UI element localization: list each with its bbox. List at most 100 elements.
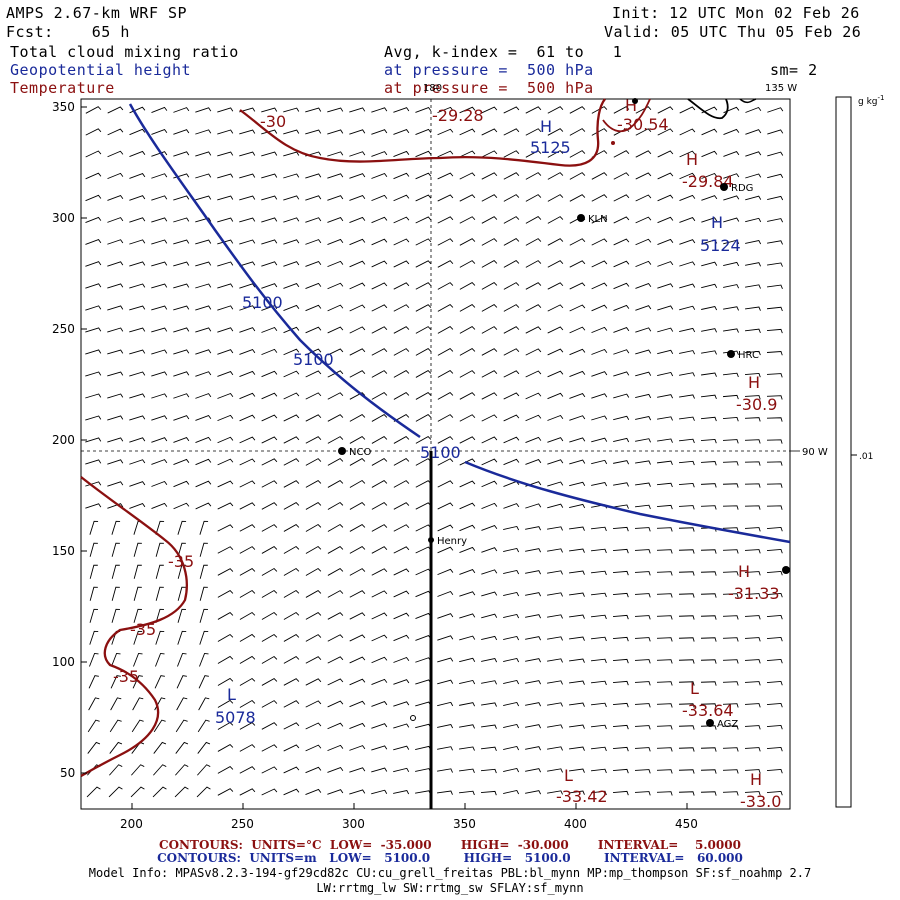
wind-barb: [678, 747, 695, 752]
wind-barb: [503, 701, 520, 707]
wind-barb: [239, 305, 256, 311]
wind-barb: [283, 261, 300, 267]
wind-barb: [569, 746, 585, 751]
wind-barb: [217, 327, 234, 333]
wind-barb: [327, 458, 344, 466]
wind-barb: [503, 525, 520, 531]
wind-barb: [305, 634, 322, 642]
wind-barb: [613, 150, 630, 158]
wind-barb: [129, 437, 146, 443]
wind-barb: [371, 414, 388, 422]
wind-barb: [590, 548, 607, 554]
wind-barb: [701, 305, 718, 311]
wind-barb: [723, 306, 739, 311]
wind-barb: [569, 194, 586, 202]
wind-barb: [634, 659, 651, 664]
wind-barb: [657, 305, 674, 311]
wind-barb: [217, 743, 234, 752]
wind-barb: [261, 678, 278, 686]
wind-barb: [261, 480, 278, 488]
wind-barb: [634, 549, 651, 554]
wind-barb: [481, 172, 498, 180]
wind-barb: [437, 768, 453, 773]
wind-barb: [110, 675, 121, 689]
wind-barb: [723, 173, 740, 179]
wind-barb: [217, 217, 234, 223]
wind-barb: [109, 741, 123, 754]
wind-barb: [173, 393, 190, 399]
wind-barb: [85, 393, 102, 399]
wind-barb: [393, 656, 410, 663]
wind-barb: [327, 282, 344, 290]
colorbar-unit-exponent: -1: [878, 94, 885, 102]
wind-barb: [107, 503, 124, 509]
wind-barb: [85, 194, 102, 202]
wind-barb: [129, 195, 146, 201]
wind-barb: [722, 791, 739, 796]
wind-barb: [107, 305, 124, 311]
wind-barb: [393, 612, 410, 620]
wind-barb: [437, 106, 454, 114]
wind-barbs: [85, 106, 784, 798]
y-tick-label: 50: [60, 766, 75, 780]
wind-barb: [766, 373, 783, 378]
wind-barb: [151, 217, 168, 223]
wind-barb: [547, 370, 564, 378]
wind-barb: [459, 282, 476, 290]
wind-barb: [700, 483, 717, 488]
wind-barb: [459, 458, 476, 466]
wind-barb: [525, 370, 542, 378]
wind-barb: [195, 393, 212, 399]
wind-barb: [656, 504, 673, 510]
wind-barb: [503, 150, 520, 158]
wind-barb: [371, 524, 388, 532]
wind-barb: [569, 724, 585, 729]
coastline: [739, 98, 757, 104]
wind-barb: [437, 282, 454, 290]
wind-barb: [503, 767, 520, 773]
wind-barb: [415, 326, 432, 334]
wind-barb: [612, 636, 629, 642]
wind-barb: [349, 216, 366, 223]
wind-barb: [503, 194, 520, 202]
wind-barb: [129, 239, 146, 245]
wind-barb: [110, 697, 122, 711]
wind-barb: [700, 703, 717, 708]
wind-barb: [612, 790, 629, 796]
wind-barb: [327, 195, 344, 201]
wind-barb: [239, 151, 256, 157]
wind-barb: [635, 238, 652, 246]
high-marker: H: [711, 213, 723, 232]
wind-barb: [173, 107, 190, 113]
wind-barb: [744, 350, 761, 356]
wind-barb: [459, 524, 476, 532]
field-geopotential: Geopotential height: [10, 61, 192, 79]
wind-barb: [503, 635, 520, 641]
wind-barb: [634, 681, 651, 686]
wind-barb: [261, 151, 278, 157]
wind-barb: [613, 393, 630, 399]
wind-barb: [261, 524, 278, 532]
wind-barb: [722, 659, 739, 664]
wind-barb: [722, 769, 739, 774]
height-label: 5125: [530, 138, 571, 157]
wind-barb: [480, 768, 497, 774]
wind-barb: [131, 719, 144, 733]
wind-barb: [569, 415, 586, 421]
wind-barb: [217, 590, 234, 598]
wind-barb: [745, 195, 762, 201]
wind-barb: [177, 630, 187, 645]
wind-barb: [239, 480, 256, 488]
wind-barb: [481, 658, 498, 663]
wind-barb: [217, 502, 234, 510]
height-label: 5100: [293, 350, 334, 369]
wind-barb: [199, 652, 209, 667]
wind-barb: [744, 372, 761, 378]
wind-barb: [437, 568, 454, 576]
wind-barb: [176, 697, 188, 711]
wind-barb: [371, 326, 388, 334]
wind-barb: [129, 217, 146, 223]
wind-barb: [723, 261, 740, 267]
wind-barb: [679, 106, 696, 114]
wind-barb: [767, 218, 784, 223]
